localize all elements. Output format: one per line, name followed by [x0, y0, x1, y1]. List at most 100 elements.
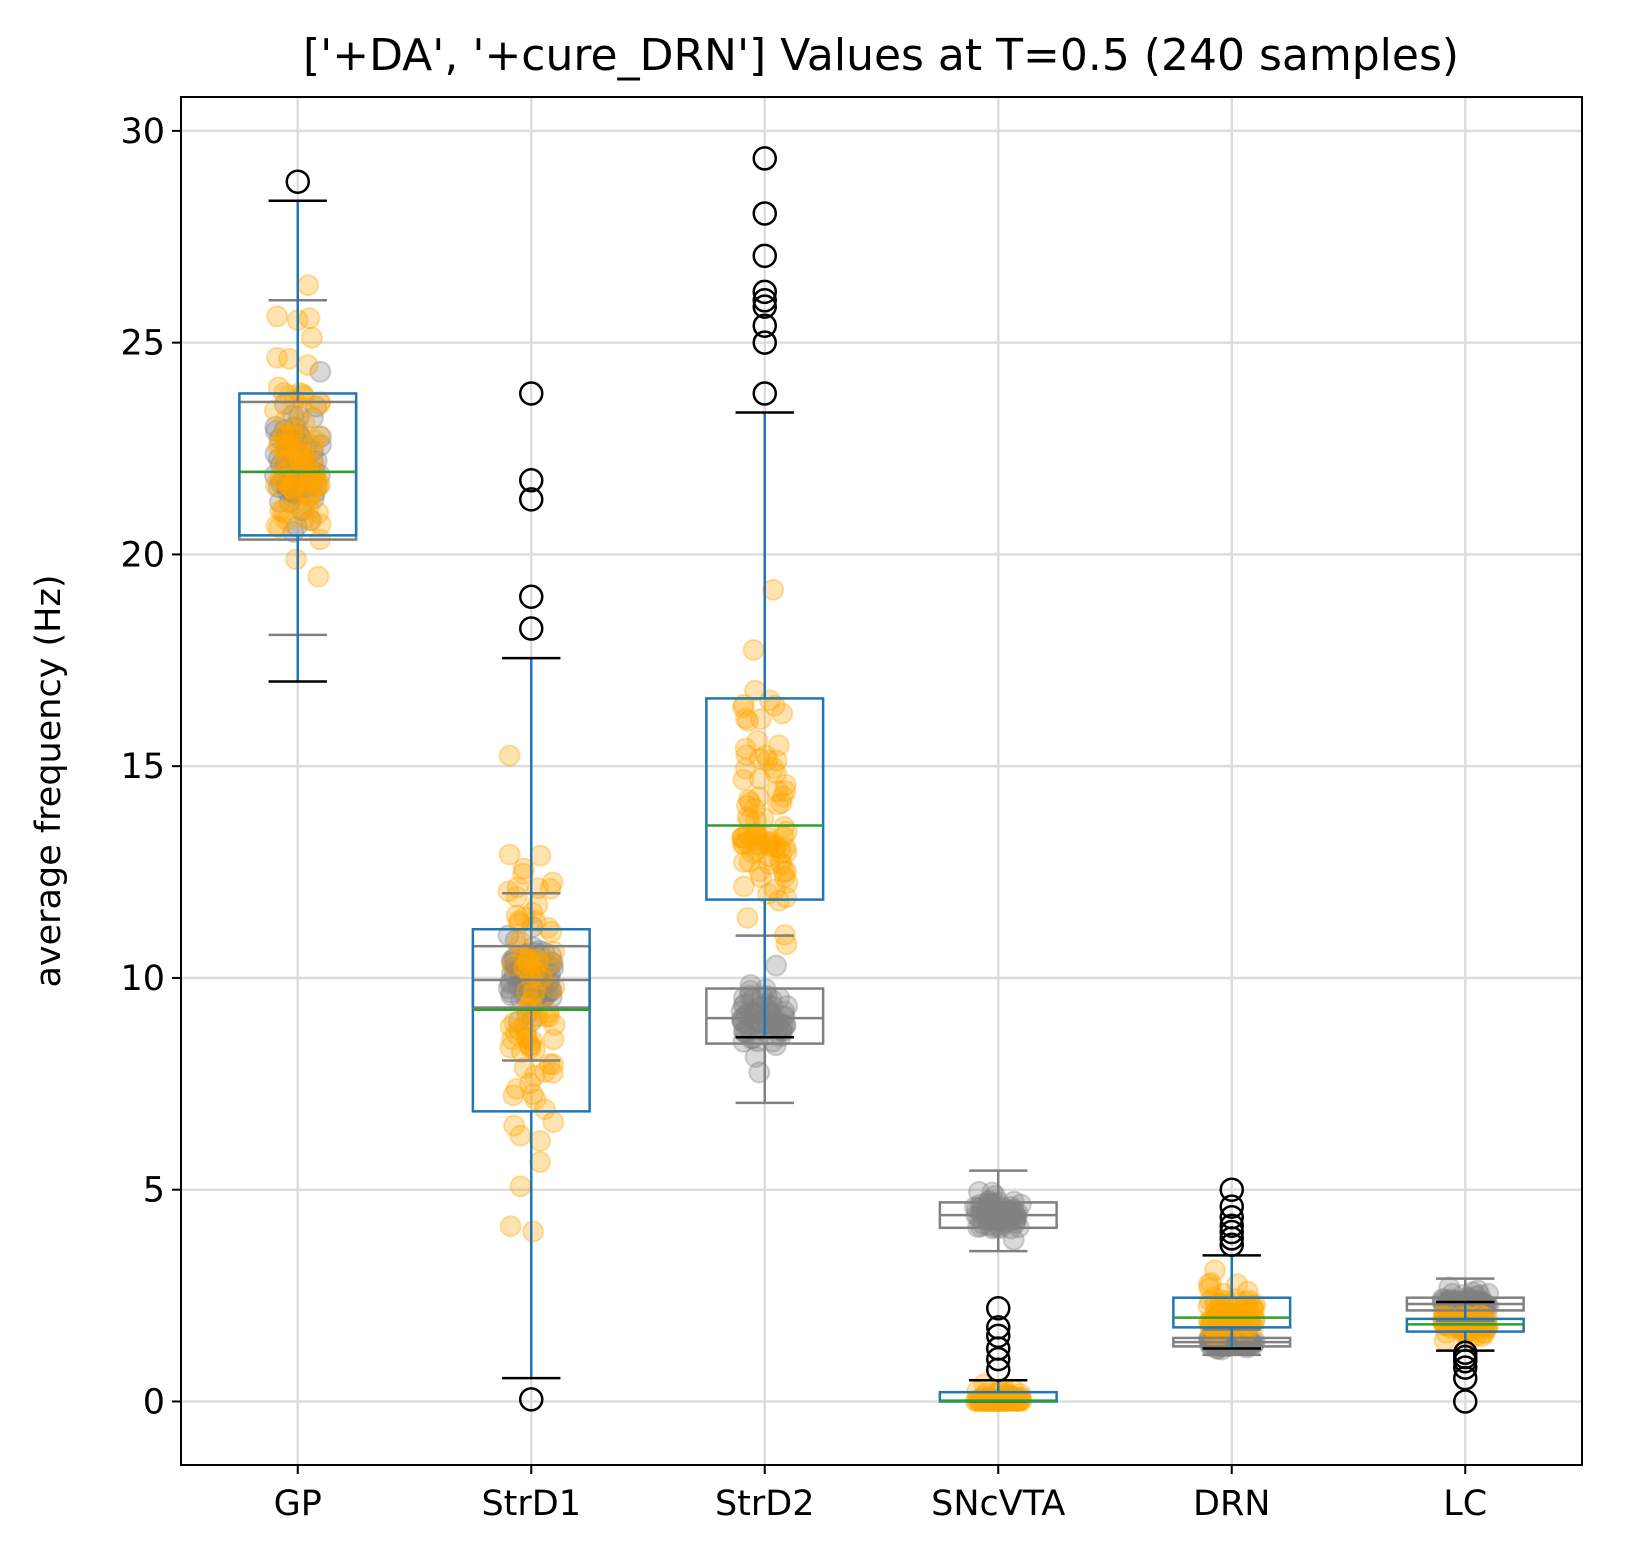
sample-point	[1203, 1259, 1226, 1282]
reference-point	[748, 1061, 771, 1084]
sample-point	[275, 509, 298, 532]
reference-point	[278, 491, 301, 514]
sample-point	[736, 906, 759, 929]
reference-point	[501, 951, 524, 974]
reference-point	[776, 994, 799, 1017]
sample-point	[513, 906, 536, 929]
sample-point	[271, 500, 294, 523]
sample-point	[757, 830, 780, 853]
primary-lc	[1405, 1300, 1525, 1352]
y-tick-label: 25	[120, 324, 165, 364]
reference-point	[302, 487, 325, 510]
reference-point	[524, 941, 547, 964]
x-tick-label-gp: GP	[274, 1484, 322, 1524]
sample-point	[509, 1124, 532, 1147]
sample-point	[736, 806, 759, 829]
sample-point	[543, 1013, 566, 1036]
sample-point	[732, 768, 755, 791]
sample-point	[994, 1388, 1017, 1411]
sample-point	[770, 792, 793, 815]
flier-point	[752, 330, 777, 355]
sample-point	[297, 498, 320, 521]
sample-point	[734, 757, 757, 780]
sample-point	[300, 509, 323, 532]
sample-point	[771, 702, 794, 725]
sample-point	[533, 1098, 556, 1121]
sample-point	[512, 1015, 535, 1038]
sample-point	[518, 961, 541, 984]
sample-point	[281, 418, 304, 441]
sample-point	[734, 707, 757, 730]
flier-point	[986, 1315, 1011, 1340]
reference-point	[767, 1013, 790, 1036]
sample-point	[540, 920, 563, 943]
sample-point	[505, 904, 528, 927]
sample-point	[767, 734, 790, 757]
flier-point	[519, 1387, 544, 1412]
primary-box	[238, 392, 358, 537]
sample-point	[293, 411, 316, 434]
sample-point	[284, 492, 307, 515]
primary-sncvta	[938, 1379, 1058, 1403]
sample-point	[759, 830, 782, 853]
reference-point	[269, 472, 292, 495]
reference-point	[499, 972, 522, 995]
reference-point	[509, 962, 532, 985]
sample-point	[268, 433, 291, 456]
sample-point	[280, 448, 303, 471]
sample-point	[268, 516, 291, 539]
reference-point	[500, 949, 523, 972]
y-axis-ticks: 0 5 10 15 20 25 30	[120, 112, 181, 1422]
flier-point	[1219, 1213, 1244, 1238]
reference-point	[751, 985, 774, 1008]
sample-point	[774, 836, 797, 859]
primary-gp	[238, 199, 358, 683]
sample-point	[775, 841, 798, 864]
sample-point	[528, 1151, 551, 1174]
sample-point	[518, 1072, 541, 1095]
sample-point	[296, 354, 319, 377]
flier-point	[1453, 1355, 1478, 1380]
reference-point	[530, 982, 553, 1005]
reference-point	[761, 995, 784, 1018]
sample-point	[1198, 1310, 1221, 1333]
sample-point	[745, 822, 768, 845]
reference-sncvta	[938, 1169, 1058, 1253]
sample-point	[501, 954, 524, 977]
sample-point	[300, 481, 323, 504]
sample-point	[731, 832, 754, 855]
reference-point	[267, 447, 290, 470]
sample-point	[288, 438, 311, 461]
reference-point	[965, 1197, 988, 1220]
reference-point	[762, 1014, 785, 1037]
sample-point	[762, 578, 785, 601]
flier-point	[1219, 1219, 1244, 1245]
reference-point	[978, 1192, 1001, 1215]
reference-point	[513, 954, 536, 977]
sample-point	[505, 1077, 528, 1100]
reference-point	[526, 966, 549, 989]
reference-point	[290, 499, 313, 522]
reference-point	[541, 952, 564, 975]
reference-point	[276, 475, 299, 498]
reference-point	[745, 998, 768, 1021]
sample-point	[733, 851, 756, 874]
sample-point	[758, 852, 781, 875]
fliers-layer	[285, 146, 1478, 1414]
reference-point	[524, 962, 547, 985]
reference-point	[285, 446, 308, 469]
reference-point	[730, 1008, 753, 1031]
reference-point	[281, 481, 304, 504]
reference-point	[520, 976, 543, 999]
sample-point	[281, 423, 304, 446]
reference-point	[305, 475, 328, 498]
sample-point	[1210, 1300, 1233, 1323]
sample-point	[305, 475, 328, 498]
flier-point	[1453, 1340, 1478, 1366]
sample-point	[267, 435, 290, 458]
sample-point	[521, 1083, 544, 1106]
sample-point	[1435, 1321, 1458, 1344]
sample-point	[1229, 1303, 1252, 1326]
sample-point	[266, 346, 289, 369]
